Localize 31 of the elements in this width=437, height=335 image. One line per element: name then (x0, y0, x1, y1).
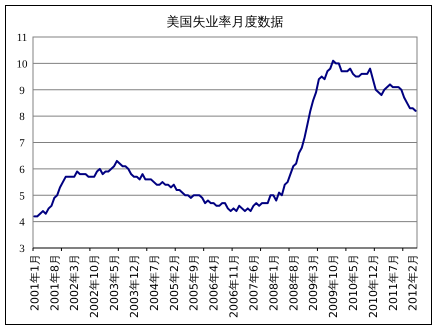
x-tick-label: 2002年3月 (68, 254, 82, 311)
y-tick-label: 3 (19, 243, 26, 255)
x-tick-label: 2008年1月 (267, 254, 280, 311)
y-tick-label: 11 (16, 32, 28, 44)
line-series (33, 60, 417, 218)
y-tick-label: 8 (19, 111, 26, 124)
y-tick-label: 7 (19, 138, 26, 150)
x-tick-label: 2007年6月 (247, 254, 260, 311)
y-tick-label: 9 (19, 84, 26, 97)
y-tick-label: 6 (19, 164, 26, 176)
x-tick-label: 2003年5月 (108, 254, 122, 311)
x-tick-label: 2004年7月 (148, 254, 161, 311)
x-tick-label: 2009年10月 (327, 254, 340, 318)
x-tick-label: 2005年2月 (168, 254, 181, 311)
x-tick-label: 2010年5月 (347, 254, 360, 311)
chart-title: 美国失业率月度数据 (166, 14, 284, 30)
x-tick-label: 2006年4月 (208, 254, 221, 311)
x-tick-label: 2003年12月 (128, 254, 141, 318)
x-tick-label: 2001年1月 (28, 254, 42, 311)
x-tick-label: 2011年7月 (386, 254, 400, 311)
x-tick-label: 2008年8月 (287, 254, 300, 311)
x-tick-label: 2006年11月 (228, 254, 241, 318)
y-tick-label: 10 (16, 58, 28, 70)
x-tick-label: 2012年2月 (406, 254, 420, 311)
x-tick-label: 2005年9月 (188, 254, 201, 311)
x-tick-label: 2010年12月 (366, 254, 380, 318)
x-tick-label: 2001年8月 (48, 254, 62, 311)
y-tick-label: 4 (19, 216, 26, 229)
x-tick-label: 2002年10月 (88, 254, 102, 318)
x-tick-label: 2009年3月 (307, 254, 320, 311)
y-tick-label: 5 (19, 190, 26, 202)
